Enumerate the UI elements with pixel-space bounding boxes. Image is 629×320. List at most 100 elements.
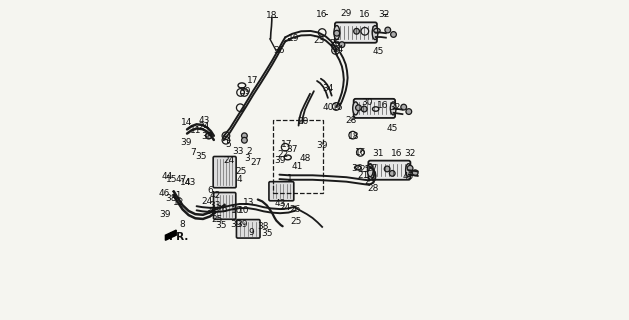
Text: 32: 32 <box>378 10 389 19</box>
Circle shape <box>353 28 359 34</box>
Text: 22: 22 <box>277 150 288 159</box>
Text: 24: 24 <box>279 203 291 212</box>
Text: 3: 3 <box>245 154 250 163</box>
Text: 45: 45 <box>372 46 384 56</box>
Text: 37: 37 <box>286 145 298 154</box>
Text: 10: 10 <box>231 206 243 215</box>
Text: 27: 27 <box>251 158 262 167</box>
Text: 48: 48 <box>300 154 311 163</box>
Circle shape <box>206 132 212 139</box>
Text: 26: 26 <box>329 39 340 48</box>
Text: 16: 16 <box>377 101 389 110</box>
Text: 35: 35 <box>216 221 227 230</box>
Text: 19: 19 <box>288 34 299 43</box>
Text: 38: 38 <box>257 222 269 231</box>
Text: 39: 39 <box>230 220 242 229</box>
Text: 24: 24 <box>333 45 343 54</box>
Text: 43: 43 <box>184 179 196 188</box>
Text: 35: 35 <box>196 152 207 161</box>
Text: 16: 16 <box>355 148 366 157</box>
Text: 6: 6 <box>208 186 213 195</box>
Circle shape <box>385 27 391 33</box>
Text: 13: 13 <box>243 197 255 206</box>
Text: 10: 10 <box>238 206 249 215</box>
Text: 45: 45 <box>402 172 413 181</box>
Text: 17: 17 <box>281 140 292 149</box>
Text: 38: 38 <box>165 194 177 204</box>
Text: 26: 26 <box>289 205 301 214</box>
Text: 38: 38 <box>201 132 213 141</box>
Text: 41: 41 <box>292 162 303 171</box>
Text: 14: 14 <box>181 118 192 127</box>
Text: 40: 40 <box>323 103 334 112</box>
Text: 44: 44 <box>162 172 173 181</box>
Text: 45: 45 <box>387 124 398 132</box>
Text: 47: 47 <box>175 175 187 184</box>
Text: 33: 33 <box>209 201 221 210</box>
Text: 46: 46 <box>159 188 170 198</box>
Text: 24: 24 <box>201 197 213 206</box>
Text: 28: 28 <box>345 116 357 125</box>
Text: 4: 4 <box>237 175 242 184</box>
Text: 11: 11 <box>189 126 201 135</box>
Text: 25: 25 <box>211 215 223 224</box>
Circle shape <box>361 106 367 112</box>
FancyBboxPatch shape <box>213 156 236 188</box>
Ellipse shape <box>372 26 378 40</box>
Text: 29: 29 <box>341 9 352 18</box>
Circle shape <box>242 137 247 143</box>
Ellipse shape <box>406 164 411 177</box>
Text: 39: 39 <box>159 210 170 219</box>
FancyBboxPatch shape <box>237 220 260 238</box>
Text: 23: 23 <box>313 36 325 45</box>
Text: 33: 33 <box>233 147 244 156</box>
Bar <box>273 120 323 193</box>
Circle shape <box>334 30 340 36</box>
Text: 20: 20 <box>298 117 309 126</box>
Text: 38: 38 <box>205 207 217 216</box>
Text: 24: 24 <box>224 156 235 164</box>
Text: 1: 1 <box>287 174 293 183</box>
Text: 5: 5 <box>225 140 231 149</box>
Circle shape <box>401 104 406 110</box>
Text: 30: 30 <box>361 98 372 107</box>
Text: 39: 39 <box>237 220 248 229</box>
Text: 24: 24 <box>198 122 209 132</box>
Text: FR.: FR. <box>169 232 188 242</box>
Text: 11: 11 <box>171 191 182 200</box>
Text: 36: 36 <box>352 164 363 173</box>
Text: 18: 18 <box>265 12 277 20</box>
Text: 2: 2 <box>247 147 252 156</box>
FancyBboxPatch shape <box>213 193 236 219</box>
Text: 9: 9 <box>248 228 253 237</box>
Text: 25: 25 <box>291 217 302 226</box>
FancyBboxPatch shape <box>353 99 395 118</box>
Circle shape <box>407 165 413 171</box>
Text: 21: 21 <box>357 171 369 180</box>
Text: 26: 26 <box>216 205 228 214</box>
FancyBboxPatch shape <box>335 22 377 43</box>
Text: 34: 34 <box>323 84 334 93</box>
Text: 17: 17 <box>247 76 258 85</box>
Text: 28: 28 <box>367 184 379 193</box>
Text: 39: 39 <box>316 141 328 150</box>
Text: 43: 43 <box>275 199 286 208</box>
Text: 16: 16 <box>332 103 344 112</box>
Text: 23: 23 <box>364 177 376 186</box>
Text: 16: 16 <box>391 149 403 158</box>
Text: 32: 32 <box>390 103 401 112</box>
Text: 39: 39 <box>181 138 192 147</box>
Circle shape <box>391 32 396 37</box>
Circle shape <box>384 166 390 172</box>
Text: 12: 12 <box>173 197 184 206</box>
Text: 16: 16 <box>316 10 328 19</box>
Text: 31: 31 <box>372 149 383 158</box>
Text: 15: 15 <box>166 175 177 184</box>
Text: 25: 25 <box>359 165 370 174</box>
Text: 27: 27 <box>366 164 377 173</box>
Circle shape <box>389 171 395 176</box>
Text: 39: 39 <box>239 87 251 96</box>
Text: 8: 8 <box>179 220 185 229</box>
Text: 18: 18 <box>348 132 360 141</box>
Ellipse shape <box>367 164 373 177</box>
